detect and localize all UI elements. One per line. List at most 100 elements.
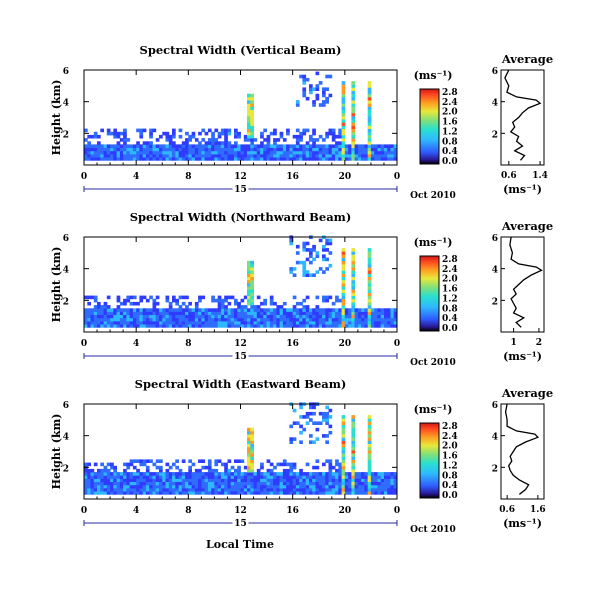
heatmap-cell	[335, 475, 339, 479]
heatmap-cell	[136, 141, 140, 145]
heatmap-cell	[155, 157, 160, 161]
heatmap-cell	[185, 147, 189, 152]
heatmap-cell	[87, 481, 91, 486]
heatmap-cell	[207, 459, 212, 463]
heatmap-cell	[142, 475, 147, 479]
heatmap-cell	[100, 144, 104, 148]
heatmap-cell	[237, 134, 241, 139]
heatmap-cell	[110, 462, 114, 467]
colorbar	[419, 255, 440, 332]
heatmap-cell	[331, 472, 336, 476]
heatmap-cell	[250, 289, 254, 293]
heatmap-cell	[217, 144, 222, 148]
heatmap-cell	[335, 150, 339, 155]
heatmap-cell	[302, 87, 307, 91]
x-tick-label: 0	[81, 506, 87, 516]
heatmap-cell	[344, 144, 349, 148]
heatmap-cell	[204, 324, 209, 328]
heatmap-cell	[361, 478, 365, 482]
heatmap-cell	[322, 90, 326, 95]
heatmap-cell	[302, 144, 307, 148]
heatmap-cell	[175, 487, 179, 492]
heatmap-cell	[194, 314, 199, 319]
heatmap-cell	[149, 147, 153, 152]
heatmap-cell	[97, 317, 101, 322]
heatmap-cell	[286, 491, 290, 495]
heatmap-cell	[335, 317, 339, 322]
heatmap-cell	[384, 475, 388, 479]
heatmap-cell	[142, 153, 147, 158]
heatmap-cell	[351, 141, 356, 145]
heatmap-cell	[302, 244, 307, 249]
heatmap-cell	[367, 141, 372, 145]
heatmap-cell	[292, 134, 297, 139]
heatmap-cell	[289, 424, 294, 429]
heatmap-cell	[302, 74, 307, 79]
heatmap-cell	[322, 487, 326, 492]
colorbar-tick-label: 1.6	[442, 118, 458, 128]
heatmap-cell	[361, 308, 365, 312]
heatmap-cell	[273, 141, 277, 145]
heatmap-cell	[185, 295, 189, 300]
heatmap-cell	[380, 481, 385, 486]
heatmap-cell	[142, 491, 147, 495]
heatmap-cell	[286, 131, 290, 136]
heatmap-cell	[289, 314, 294, 319]
heatmap-cell	[325, 134, 329, 139]
heatmap-cell	[240, 320, 245, 325]
heatmap-cell	[129, 144, 134, 148]
heatmap-cell	[224, 128, 228, 133]
heatmap-cell	[354, 308, 359, 312]
heatmap-cell	[393, 147, 398, 152]
heatmap-cell	[276, 472, 281, 476]
heatmap-cell	[155, 295, 160, 300]
heatmap-cell	[367, 462, 372, 467]
heatmap-cell	[247, 150, 251, 155]
heatmap-cell	[136, 317, 140, 322]
heatmap-cell	[367, 324, 372, 328]
heatmap-cell	[374, 317, 378, 322]
heatmap-cell	[354, 491, 359, 495]
heatmap-cell	[260, 491, 264, 495]
heatmap-cell	[84, 468, 88, 473]
heatmap-cell	[256, 484, 261, 489]
heatmap-cell	[224, 465, 228, 470]
heatmap-cell	[322, 484, 326, 489]
heatmap-cell	[354, 481, 359, 486]
heatmap-cell	[263, 487, 267, 492]
heatmap-cell	[351, 134, 356, 139]
heatmap-cell	[204, 141, 209, 145]
heatmap-cell	[312, 317, 316, 322]
heatmap-cell	[185, 141, 189, 145]
heatmap-cell	[220, 153, 225, 158]
heatmap-cell	[354, 157, 359, 161]
heatmap-cell	[247, 298, 251, 303]
heatmap-cell	[155, 317, 160, 322]
heatmap-cell	[384, 487, 388, 492]
heatmap-cell	[325, 87, 329, 91]
heatmap-cell	[253, 157, 258, 161]
heatmap-cell	[260, 324, 264, 328]
heatmap-cell	[247, 138, 251, 142]
heatmap-cell	[318, 411, 323, 416]
heatmap-cell	[295, 251, 300, 255]
heatmap-cell	[357, 317, 362, 322]
heatmap-cell	[191, 314, 196, 319]
heatmap-cell	[178, 317, 183, 322]
heatmap-cell	[367, 260, 372, 265]
heatmap-cell	[299, 484, 303, 489]
heatmap-cell	[230, 311, 235, 315]
heatmap-cell	[175, 308, 179, 312]
heatmap-cell	[387, 144, 391, 148]
heatmap-cell	[194, 324, 199, 328]
panel-title: Spectral Width (Northward Beam)	[130, 210, 352, 224]
heatmap-cell	[126, 465, 131, 470]
heatmap-cell	[126, 308, 131, 312]
heatmap-cell	[240, 144, 245, 148]
heatmap-cell	[367, 131, 372, 136]
heatmap-cell	[341, 440, 346, 444]
heatmap-cell	[367, 298, 372, 303]
heatmap-cell	[325, 434, 329, 438]
heatmap-cell	[295, 134, 300, 139]
heatmap-cell	[207, 308, 212, 312]
